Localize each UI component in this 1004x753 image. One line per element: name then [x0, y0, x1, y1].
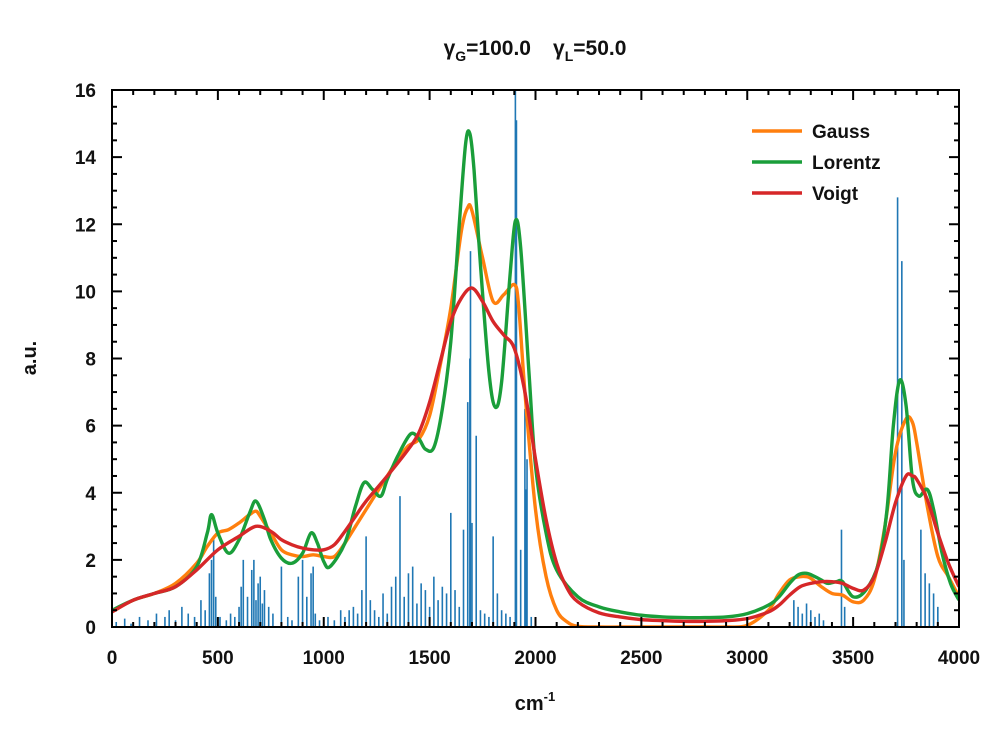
- y-tick-label: 12: [75, 215, 96, 236]
- series-lines: [112, 129, 959, 627]
- chart-title: γG=100.0 γL=50.0: [444, 37, 627, 64]
- legend-label-voigt: Voigt: [812, 184, 859, 205]
- y-tick-label: 16: [75, 81, 96, 102]
- y-axis-label: a.u.: [19, 341, 41, 375]
- x-tick-labels: 0 500 1000 1500 2000 2500 3000 3500 4000: [107, 648, 980, 669]
- stick-spectrum: [115, 90, 939, 627]
- y-tick-label: 6: [85, 417, 96, 438]
- x-tick-label: 1000: [303, 648, 345, 669]
- y-tick-label: 4: [85, 484, 96, 505]
- series-line-voigt: [112, 286, 959, 624]
- series-line-gauss: [112, 203, 959, 627]
- x-tick-label: 1500: [408, 648, 450, 669]
- x-tick-label: 3500: [832, 648, 874, 669]
- y-tick-label: 14: [75, 148, 97, 169]
- y-tick-label: 2: [85, 551, 96, 572]
- y-tick-labels: 0 2 4 6 8 10 12 14 16: [75, 81, 97, 639]
- legend-label-gauss: Gauss: [812, 122, 870, 143]
- legend-label-lorentz: Lorentz: [812, 153, 881, 174]
- x-tick-label: 4000: [938, 648, 980, 669]
- x-tick-label: 3000: [726, 648, 768, 669]
- y-tick-label: 8: [85, 350, 96, 371]
- y-tick-label: 10: [75, 282, 96, 303]
- y-tick-label: 0: [85, 618, 96, 639]
- legend: Gauss Lorentz Voigt: [752, 122, 881, 205]
- x-tick-label: 2500: [620, 648, 662, 669]
- x-tick-label: 2000: [514, 648, 556, 669]
- x-axis-label: cm-1: [515, 689, 555, 715]
- x-tick-label: 0: [107, 648, 118, 669]
- x-tick-label: 500: [202, 648, 234, 669]
- series-line-lorentz: [112, 129, 959, 620]
- axis-ticks: [111, 89, 960, 628]
